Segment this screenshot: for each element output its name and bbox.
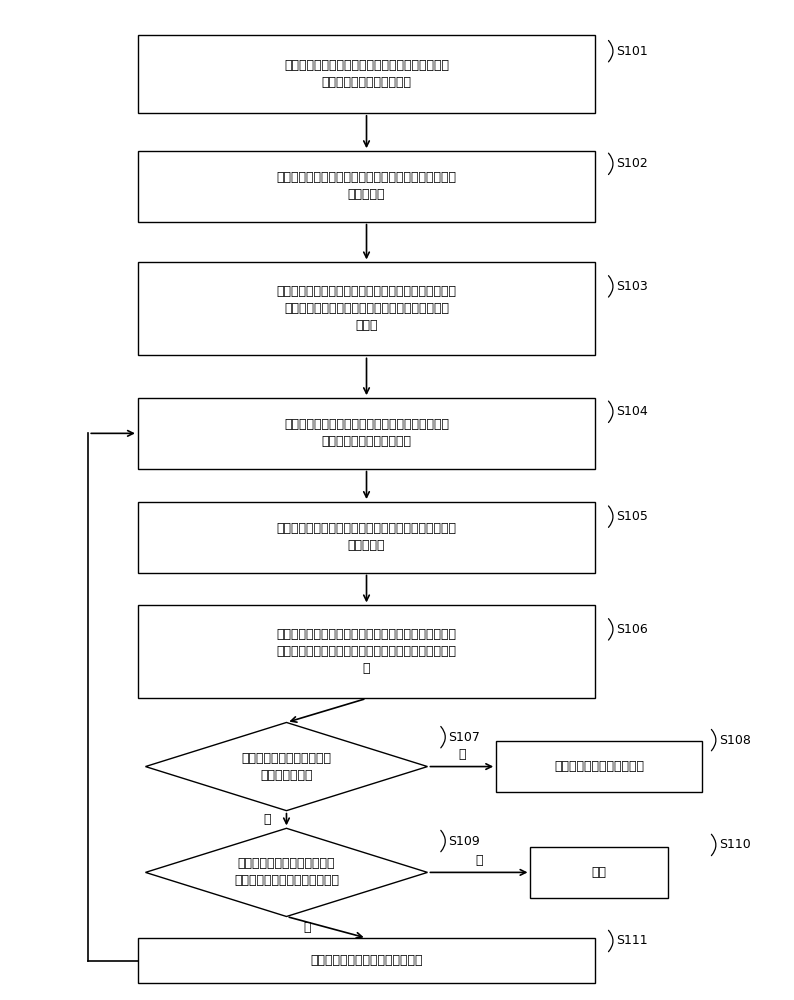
Text: 是: 是 xyxy=(303,921,311,934)
Text: 是: 是 xyxy=(458,748,465,761)
Text: 对该数据进行最小化处理，获取最小化处理后的数据的
最大公约数: 对该数据进行最小化处理，获取最小化处理后的数据的 最大公约数 xyxy=(276,522,457,552)
FancyBboxPatch shape xyxy=(138,151,596,222)
FancyBboxPatch shape xyxy=(138,605,596,698)
Text: 将该第一波特率更新为第二波特率: 将该第一波特率更新为第二波特率 xyxy=(310,954,422,967)
FancyBboxPatch shape xyxy=(138,502,596,573)
Text: S109: S109 xyxy=(448,835,480,848)
Text: S104: S104 xyxy=(616,405,648,418)
FancyBboxPatch shape xyxy=(496,741,702,792)
Text: 根据预设的最大公约数与波特率之间的对应关系，获取
与该最小化处理后的数据的最大公约数对应的第二波特
率: 根据预设的最大公约数与波特率之间的对应关系，获取 与该最小化处理后的数据的最大公… xyxy=(276,628,457,675)
Polygon shape xyxy=(145,828,427,916)
Text: 判断该第二波特率获取的次数
是否小于预设的波特率获取次数: 判断该第二波特率获取的次数 是否小于预设的波特率获取次数 xyxy=(234,857,339,887)
FancyBboxPatch shape xyxy=(138,262,596,355)
Text: S111: S111 xyxy=(616,934,647,948)
Text: S107: S107 xyxy=(448,731,480,744)
Text: S106: S106 xyxy=(616,623,648,636)
FancyBboxPatch shape xyxy=(530,847,668,898)
FancyBboxPatch shape xyxy=(138,938,596,983)
Text: 对接收到的高低电平脉冲信号宽度各进行预设次数
的采集，获取采集后的数据: 对接收到的高低电平脉冲信号宽度各进行预设次数 的采集，获取采集后的数据 xyxy=(284,59,449,89)
Text: 对接收到的高低电平脉冲信号宽度各进行预设次数
的采集，获取采集后的数据: 对接收到的高低电平脉冲信号宽度各进行预设次数 的采集，获取采集后的数据 xyxy=(284,418,449,448)
Polygon shape xyxy=(145,722,427,811)
Text: 对该数据进行最小化处理，获取最小化处理后的数据的
最大公约数: 对该数据进行最小化处理，获取最小化处理后的数据的 最大公约数 xyxy=(276,171,457,201)
Text: S110: S110 xyxy=(719,838,750,851)
FancyBboxPatch shape xyxy=(138,398,596,469)
Text: 否: 否 xyxy=(264,813,272,826)
Text: S108: S108 xyxy=(719,734,750,747)
Text: S102: S102 xyxy=(616,157,648,170)
Text: S105: S105 xyxy=(616,510,648,523)
Text: 该第二波特率为有效波特率: 该第二波特率为有效波特率 xyxy=(554,760,644,773)
Text: S103: S103 xyxy=(616,280,648,293)
Text: S101: S101 xyxy=(616,45,648,58)
Text: 退出: 退出 xyxy=(592,866,607,879)
Text: 判断该第一波特率与该第二
波特率是否相同: 判断该第一波特率与该第二 波特率是否相同 xyxy=(241,752,331,782)
Text: 根据预设的最大公约数与波特率之间的对应关系，获取
与该最小化处理后的数据的最大公约数对应的第一
波特率: 根据预设的最大公约数与波特率之间的对应关系，获取 与该最小化处理后的数据的最大公… xyxy=(276,285,457,332)
FancyBboxPatch shape xyxy=(138,34,596,113)
Text: 否: 否 xyxy=(475,854,483,867)
